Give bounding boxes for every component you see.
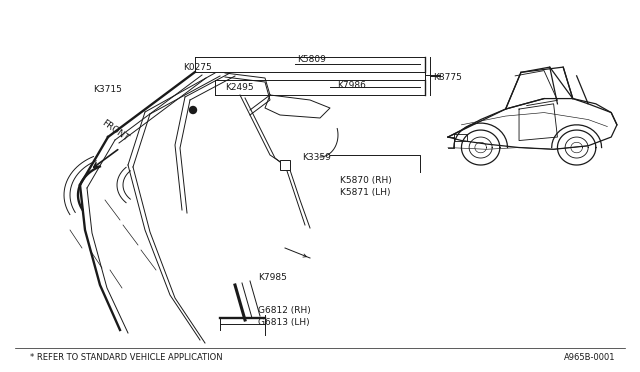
Text: K3359: K3359	[302, 154, 331, 163]
Text: G6813 (LH): G6813 (LH)	[258, 318, 310, 327]
Text: K5809: K5809	[297, 55, 326, 64]
Text: FRONT: FRONT	[100, 118, 130, 143]
Text: K2495: K2495	[225, 83, 253, 92]
Text: K5871 (LH): K5871 (LH)	[340, 189, 390, 198]
Text: K7986: K7986	[337, 80, 366, 90]
Text: K5870 (RH): K5870 (RH)	[340, 176, 392, 185]
Bar	[280, 160, 290, 170]
Circle shape	[189, 106, 196, 113]
Text: A965B-0001: A965B-0001	[563, 353, 615, 362]
Text: K3715: K3715	[93, 84, 122, 93]
Text: * REFER TO STANDARD VEHICLE APPLICATION: * REFER TO STANDARD VEHICLE APPLICATION	[30, 353, 223, 362]
Text: G6812 (RH): G6812 (RH)	[258, 305, 311, 314]
Text: K7985: K7985	[258, 273, 287, 282]
Text: K0275: K0275	[183, 64, 212, 73]
Text: K8775: K8775	[433, 73, 462, 81]
